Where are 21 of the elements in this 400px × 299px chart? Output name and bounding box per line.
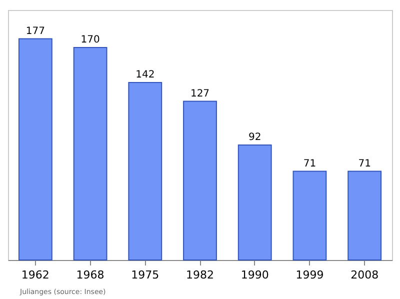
bar	[238, 144, 272, 260]
bar	[183, 100, 217, 260]
x-tick-label: 1982	[186, 268, 214, 282]
data-label: 92	[248, 132, 262, 144]
bar	[18, 38, 52, 260]
x-tick-label: 1962	[21, 268, 50, 282]
bar	[348, 170, 382, 260]
x-tick-label: 1999	[296, 268, 324, 282]
bar	[128, 82, 162, 260]
data-label: 177	[26, 26, 45, 37]
data-label: 127	[190, 88, 210, 100]
data-label: 71	[358, 158, 371, 170]
x-tick-label: 1975	[131, 268, 160, 282]
x-tick-label: 2008	[350, 268, 379, 282]
bar	[73, 47, 108, 260]
data-label: 71	[303, 158, 316, 170]
data-label: 170	[80, 34, 100, 46]
data-label: 142	[136, 70, 155, 81]
bar	[292, 170, 327, 260]
x-tick-label: 1968	[76, 268, 104, 282]
x-tick-label: 1990	[240, 268, 269, 282]
